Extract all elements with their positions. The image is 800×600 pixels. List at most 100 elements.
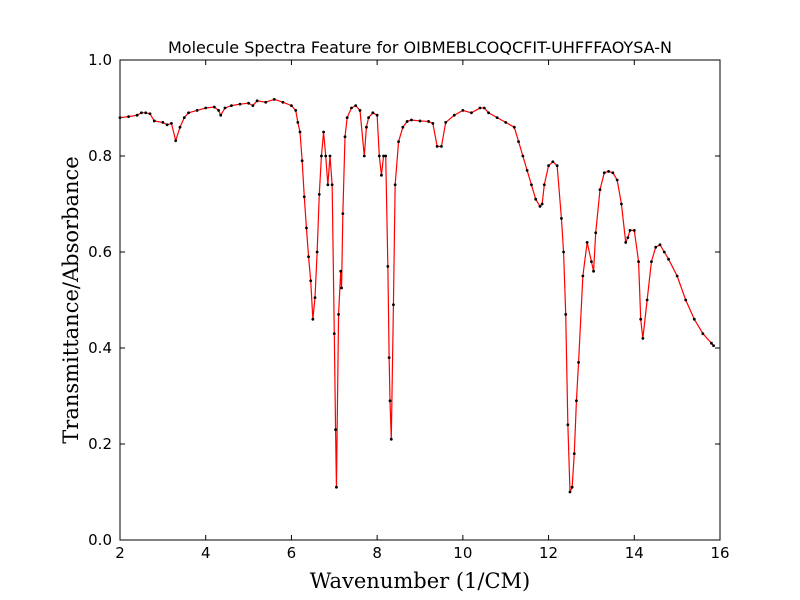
data-point bbox=[212, 105, 216, 109]
data-point bbox=[401, 125, 405, 129]
data-point bbox=[340, 286, 343, 290]
y-tick-label: 1.0 bbox=[88, 51, 112, 69]
data-point bbox=[251, 104, 255, 107]
data-point bbox=[187, 111, 190, 115]
data-point bbox=[435, 145, 439, 148]
data-point bbox=[547, 164, 550, 168]
x-tick-label: 8 bbox=[372, 544, 382, 562]
chart-title: Molecule Spectra Feature for OIBMEBLCOQC… bbox=[168, 38, 672, 57]
data-point bbox=[575, 399, 578, 403]
data-point bbox=[637, 260, 640, 263]
data-point bbox=[300, 159, 304, 163]
data-point bbox=[566, 423, 570, 427]
data-point bbox=[281, 100, 285, 104]
data-point bbox=[592, 269, 595, 273]
data-point bbox=[302, 195, 306, 199]
data-point bbox=[410, 118, 413, 122]
data-point bbox=[598, 188, 602, 192]
data-point bbox=[309, 279, 313, 283]
data-point bbox=[223, 106, 227, 110]
y-tick-label: 0.6 bbox=[88, 243, 112, 261]
data-point bbox=[397, 140, 400, 144]
x-tick-label: 14 bbox=[625, 544, 644, 562]
y-tick-label: 0.0 bbox=[88, 531, 112, 549]
data-point bbox=[611, 171, 615, 175]
data-point bbox=[461, 109, 465, 112]
data-point bbox=[148, 112, 152, 116]
data-point bbox=[178, 125, 182, 129]
data-point bbox=[641, 337, 645, 340]
data-point bbox=[418, 119, 422, 123]
data-point bbox=[626, 236, 630, 240]
data-point bbox=[431, 121, 435, 125]
data-point bbox=[135, 113, 139, 117]
data-point bbox=[440, 145, 443, 148]
data-point bbox=[313, 296, 317, 299]
data-point bbox=[667, 257, 670, 261]
data-point bbox=[530, 183, 533, 187]
data-point bbox=[645, 298, 649, 302]
data-point bbox=[658, 243, 662, 247]
data-point bbox=[386, 265, 390, 268]
plot-frame bbox=[119, 59, 721, 541]
data-point bbox=[662, 250, 666, 254]
data-point bbox=[572, 452, 576, 455]
data-point bbox=[264, 100, 268, 104]
data-point bbox=[311, 317, 315, 321]
data-point bbox=[393, 183, 397, 187]
data-point bbox=[684, 298, 688, 302]
data-point bbox=[290, 104, 293, 107]
data-point bbox=[654, 245, 658, 249]
data-point bbox=[392, 303, 395, 307]
data-point bbox=[534, 197, 538, 201]
data-point bbox=[384, 154, 388, 158]
x-tick-label: 12 bbox=[539, 544, 558, 562]
data-point bbox=[427, 120, 430, 123]
data-point bbox=[525, 169, 529, 172]
data-point bbox=[564, 313, 568, 316]
data-point bbox=[219, 113, 223, 117]
data-point bbox=[127, 115, 130, 119]
data-point bbox=[594, 231, 598, 235]
x-axis-label: Wavenumber (1/CM) bbox=[310, 569, 531, 593]
data-point bbox=[320, 154, 323, 158]
data-point bbox=[701, 332, 705, 335]
data-point bbox=[470, 111, 473, 115]
data-point bbox=[512, 125, 516, 129]
data-point bbox=[542, 183, 546, 187]
x-tick-label: 10 bbox=[453, 544, 472, 562]
data-point bbox=[328, 154, 332, 158]
data-point bbox=[692, 317, 696, 321]
data-point bbox=[174, 139, 178, 143]
data-point bbox=[387, 356, 391, 359]
data-point bbox=[632, 229, 636, 232]
data-point bbox=[298, 130, 302, 134]
data-point bbox=[602, 171, 606, 175]
data-point bbox=[307, 255, 310, 259]
data-point bbox=[343, 135, 347, 139]
data-point bbox=[294, 109, 298, 112]
data-point bbox=[650, 260, 653, 263]
data-point bbox=[315, 250, 319, 254]
data-point bbox=[375, 113, 379, 117]
data-point bbox=[165, 123, 169, 127]
data-point bbox=[538, 205, 542, 208]
data-point bbox=[339, 269, 343, 273]
data-point bbox=[341, 212, 345, 216]
data-point bbox=[317, 193, 321, 196]
data-point bbox=[517, 140, 520, 144]
data-point bbox=[377, 154, 381, 158]
data-point bbox=[230, 104, 233, 107]
data-point bbox=[332, 332, 336, 335]
x-tick-label: 2 bbox=[115, 544, 125, 562]
data-point bbox=[382, 154, 385, 158]
data-point bbox=[335, 485, 338, 489]
data-point bbox=[487, 111, 490, 115]
data-point bbox=[562, 250, 565, 254]
data-point bbox=[615, 178, 619, 182]
data-point bbox=[195, 109, 199, 112]
data-point bbox=[710, 341, 713, 345]
data-point bbox=[144, 111, 148, 115]
data-point bbox=[161, 121, 165, 124]
data-point bbox=[140, 111, 143, 115]
